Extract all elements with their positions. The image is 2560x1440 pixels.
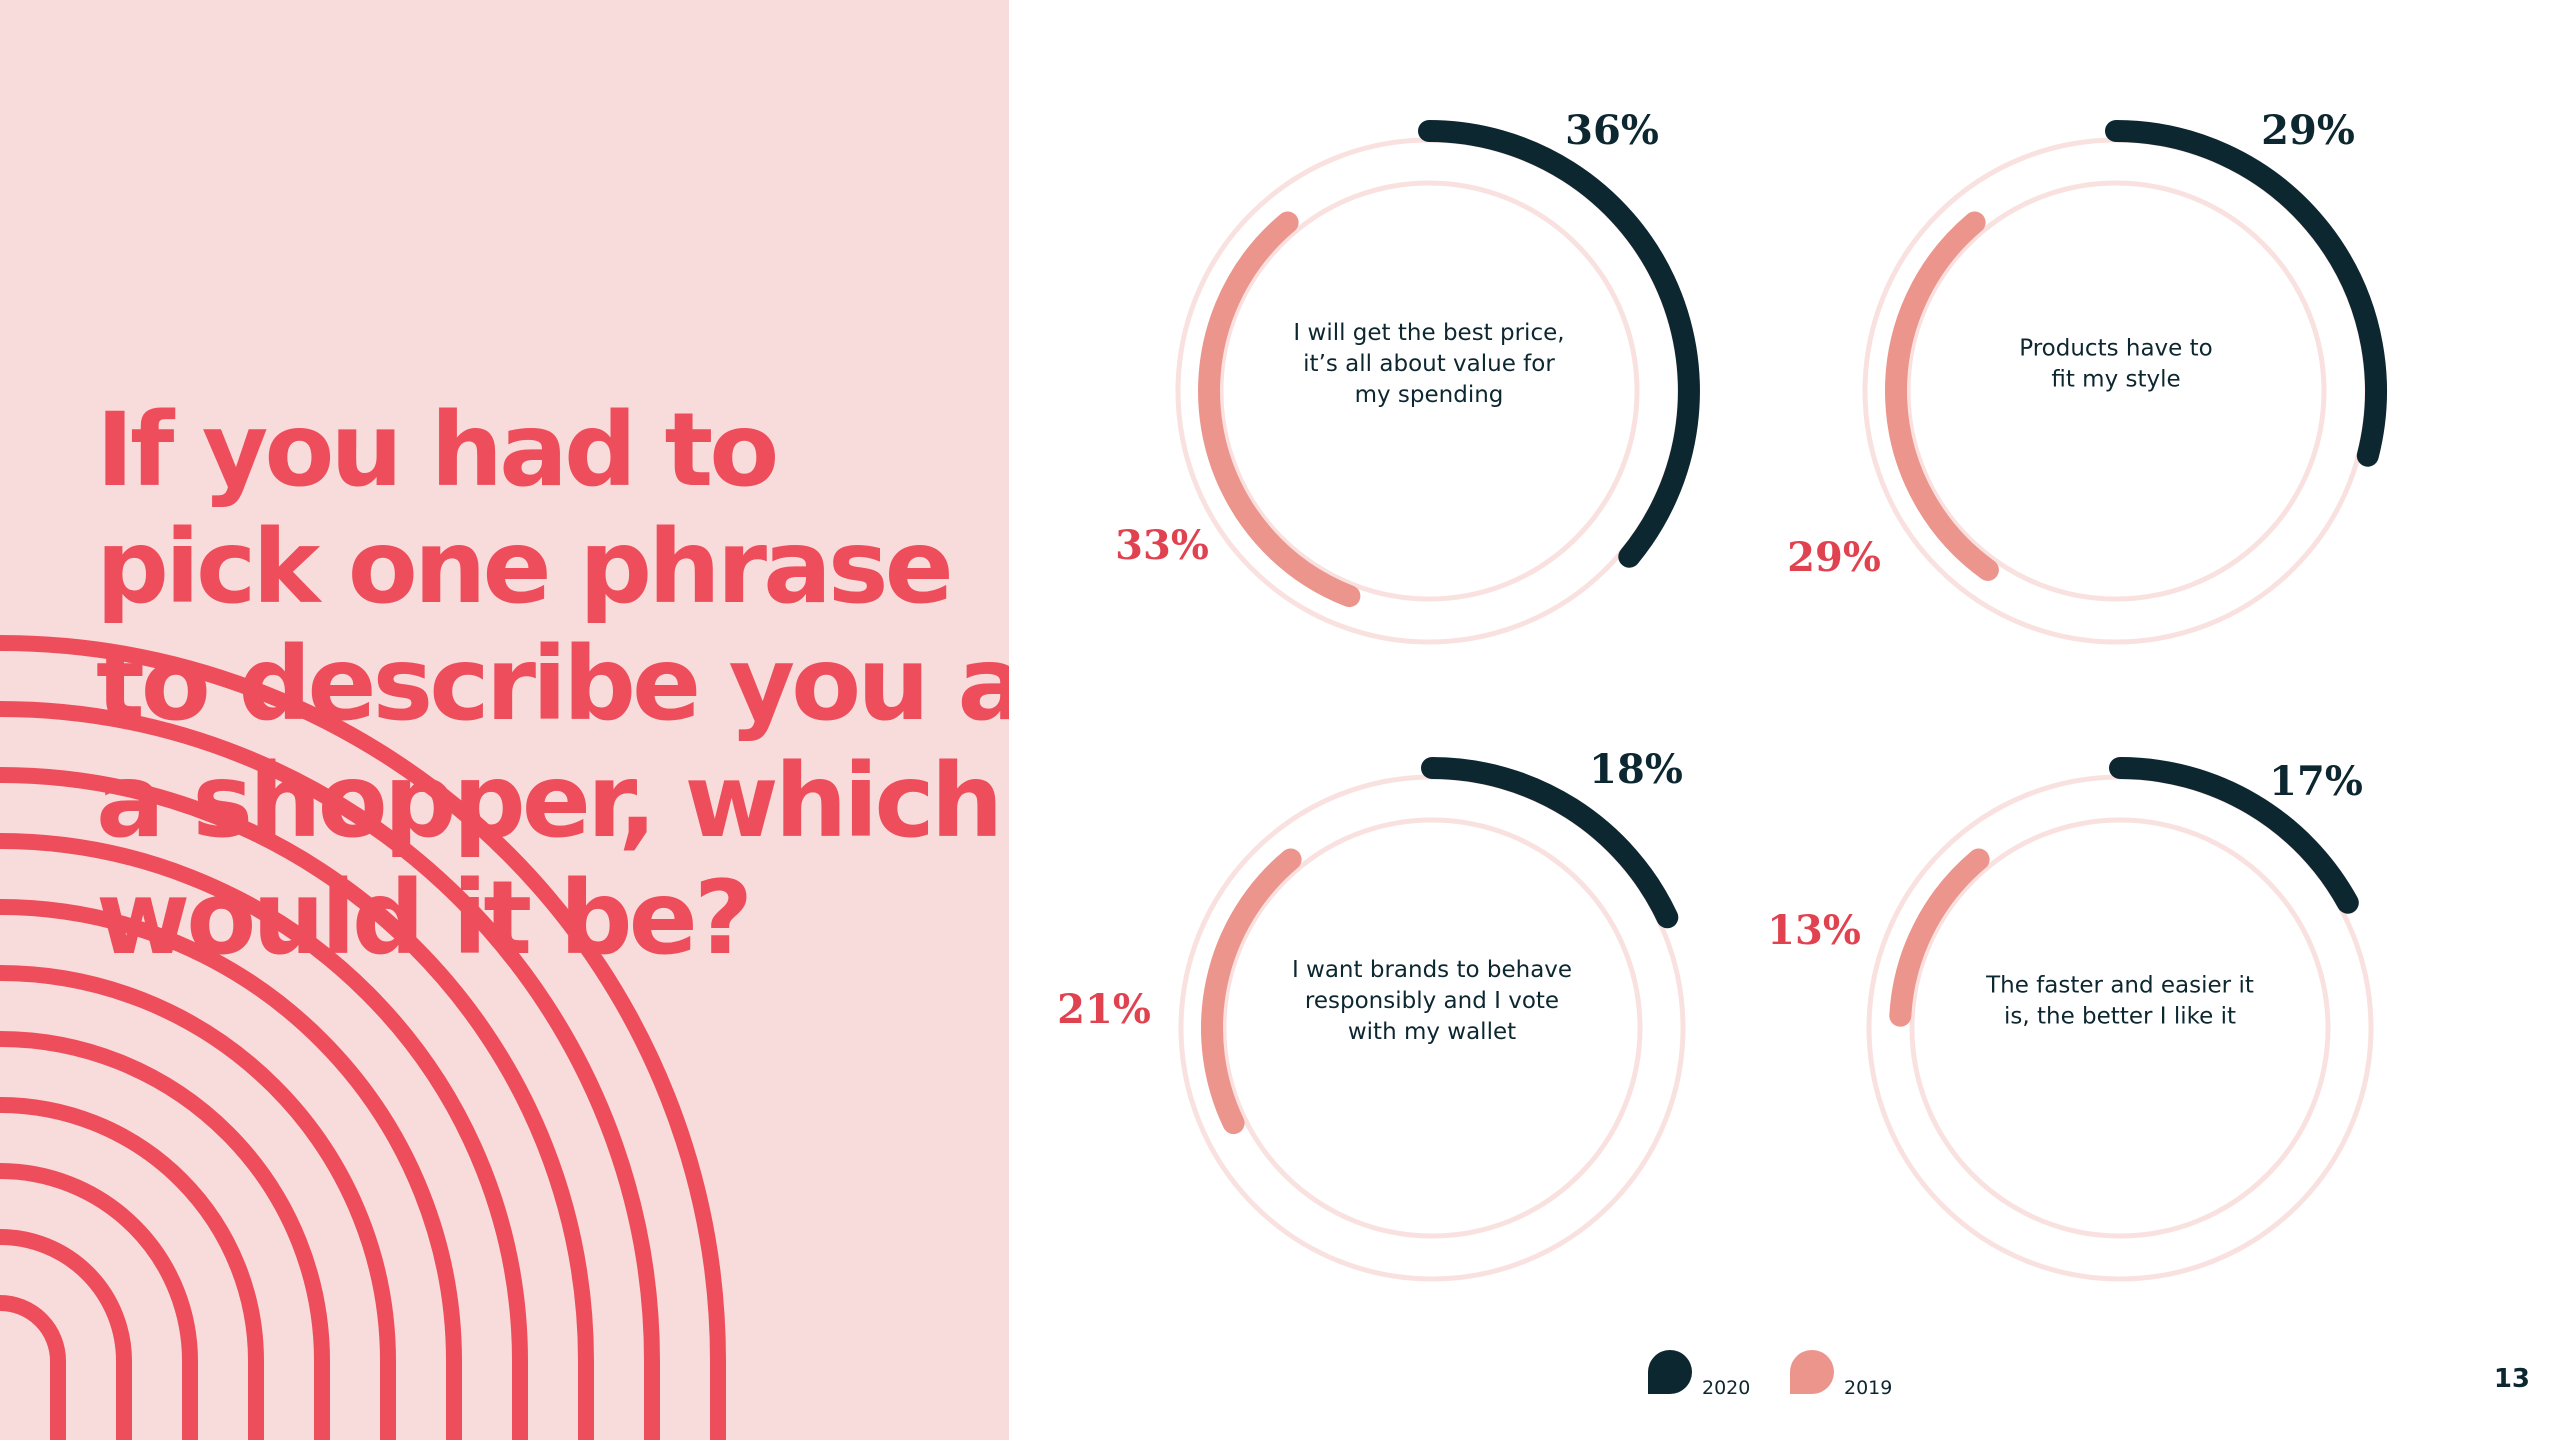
chart-caption: The faster and easier it is, the better I… — [1985, 973, 2254, 1030]
chart-caption: Products have to fit my style — [2019, 336, 2212, 393]
radial-chart: 29% 29% Products have to fit my style — [1787, 107, 2387, 645]
legend-label: 2019 — [1844, 1377, 1892, 1399]
value-label-2019: 33% — [1115, 522, 1209, 569]
arc-2019 — [1201, 848, 1302, 1135]
page-number: 13 — [2493, 1364, 2530, 1394]
legend-label: 2020 — [1702, 1377, 1750, 1399]
chart-caption: I want brands to behave responsibly and I… — [1292, 957, 1572, 1045]
decorative-arc — [0, 1295, 66, 1440]
chart-caption-line: fit my style — [2051, 367, 2180, 393]
chart-caption-line: I want brands to behave — [1292, 957, 1572, 983]
value-label-2020: 17% — [2269, 758, 2363, 805]
radial-chart: 17% 13% The faster and easier it is, the be… — [1767, 757, 2374, 1282]
inner-track-ring — [1909, 817, 2331, 1239]
decorative-concentric-arcs — [0, 635, 726, 1440]
left-panel: If you had to pick one phrase to describ… — [0, 0, 1009, 1440]
value-label-2020: 36% — [1565, 107, 1659, 154]
decorative-arc — [0, 1163, 198, 1440]
radial-chart: 18% 21% I want brands to behave responsibly… — [1057, 746, 1686, 1282]
inner-track-ring — [1905, 180, 2327, 602]
decorative-arc — [0, 1229, 132, 1440]
arc-2020 — [1418, 120, 1700, 568]
arc-2019 — [1885, 211, 1999, 581]
value-label-2019: 21% — [1057, 986, 1151, 1033]
decorative-arc — [0, 833, 528, 1440]
legend-item: 2019 — [1790, 1350, 1892, 1399]
value-label-2020: 29% — [2261, 107, 2355, 154]
title-line: a shopper, which — [96, 742, 1003, 861]
chart-caption-line: responsibly and I vote — [1305, 988, 1559, 1014]
legend-swatch — [1648, 1350, 1692, 1394]
chart-caption-line: is, the better I like it — [2004, 1004, 2236, 1030]
title-line: would it be? — [96, 859, 753, 978]
decorative-arc — [0, 965, 396, 1440]
chart-caption-line: it’s all about value for — [1303, 351, 1555, 377]
arc-2019 — [1198, 211, 1361, 608]
legend-swatch — [1790, 1350, 1834, 1394]
inner-track-ring — [1221, 817, 1643, 1239]
chart-caption-line: my spending — [1355, 382, 1504, 408]
radial-chart: 36% 33% I will get the best price, it’s all… — [1115, 107, 1700, 645]
decorative-arc — [0, 767, 594, 1440]
decorative-arc — [0, 1031, 330, 1440]
title-line: pick one phrase — [96, 508, 954, 627]
title-line: If you had to — [96, 391, 779, 510]
value-label-2020: 18% — [1589, 746, 1683, 793]
page-title: If you had to pick one phrase to describ… — [96, 391, 1009, 978]
legend: 2020 2019 — [1648, 1350, 1892, 1399]
arc-2020 — [2105, 120, 2387, 467]
decorative-arc — [0, 899, 462, 1440]
decorative-arc — [0, 701, 660, 1440]
arc-2020 — [2109, 757, 2359, 914]
chart-caption-line: The faster and easier it — [1985, 973, 2254, 999]
chart-caption-line: Products have to — [2019, 336, 2212, 362]
chart-caption-line: I will get the best price, — [1293, 320, 1564, 346]
decorative-arc — [0, 1097, 264, 1440]
legend-item: 2020 — [1648, 1350, 1750, 1399]
value-label-2019: 13% — [1767, 907, 1861, 954]
value-label-2019: 29% — [1787, 534, 1881, 581]
inner-track-ring — [1218, 180, 1640, 602]
arc-2019 — [1889, 848, 1990, 1027]
arc-2020 — [1421, 757, 1679, 929]
title-line: to describe you as — [96, 625, 1009, 744]
chart-caption-line: with my wallet — [1348, 1019, 1516, 1045]
decorative-arc — [0, 635, 726, 1440]
chart-caption: I will get the best price, it’s all about… — [1293, 320, 1564, 408]
